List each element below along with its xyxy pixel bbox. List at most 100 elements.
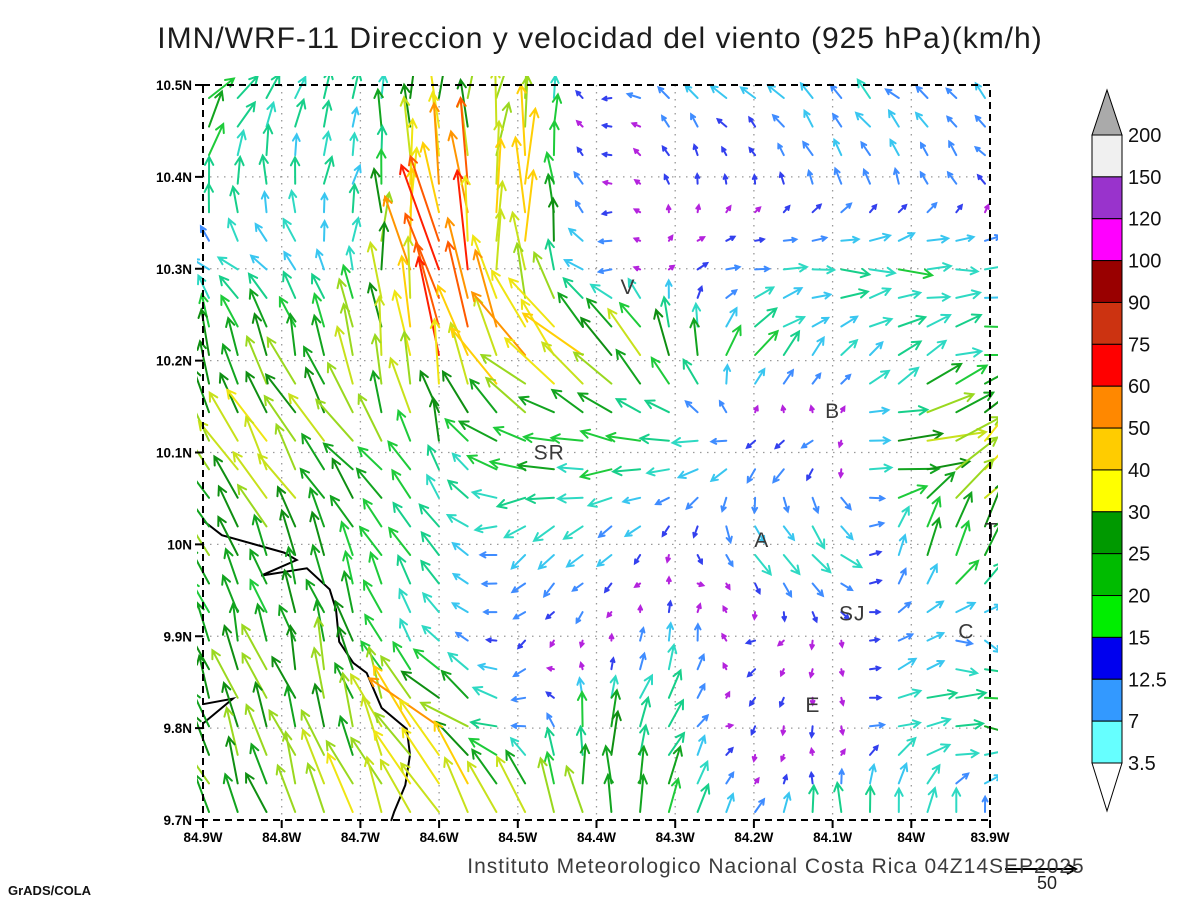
wind-arrow [403, 235, 414, 299]
wind-arrow [371, 332, 383, 385]
wind-arrow [926, 743, 952, 756]
wind-arrow [782, 773, 789, 785]
x-tick-label: 84.9W [183, 830, 222, 845]
y-tick-label: 10.1N [156, 446, 192, 461]
wind-arrow [368, 550, 383, 585]
wind-arrow [955, 772, 970, 785]
wind-arrow [725, 770, 735, 785]
wind-arrow [869, 287, 893, 299]
wind-arrow [725, 235, 737, 242]
wind-arrow [492, 426, 527, 442]
wind-arrow [236, 128, 247, 157]
wind-arrow [779, 668, 786, 678]
wind-arrow [839, 696, 845, 707]
wind-arrow [575, 119, 584, 128]
wind-arrow [275, 763, 297, 813]
wind-arrow [721, 632, 728, 642]
wind-arrow [220, 294, 239, 328]
wind-arrow [839, 725, 845, 737]
wind-arrow [282, 730, 297, 785]
wind-arrow [955, 601, 977, 614]
wind-arrow [614, 398, 642, 414]
wind-arrow [696, 236, 706, 242]
axes: 10.5N 10.4N 10.3N 10.2N 10.1N 10N 9.9N 9.8N 9.7N… [156, 78, 1010, 845]
wind-arrow [366, 240, 383, 299]
wind-arrow [364, 755, 383, 813]
wind-arrow [203, 154, 215, 185]
wind-arrow [926, 292, 952, 302]
wind-arrow [469, 718, 498, 729]
wind-arrow [955, 289, 983, 300]
wind-arrow [579, 428, 613, 442]
wind-arrow [322, 99, 333, 128]
wind-arrow [509, 210, 527, 271]
wind-arrow [600, 210, 613, 216]
wind-arrow [780, 404, 787, 414]
wind-arrow [868, 762, 877, 785]
wind-arrow [339, 671, 354, 728]
wind-arrow [467, 737, 498, 756]
wind-arrow [754, 776, 760, 785]
wind-arrow [470, 290, 527, 356]
wind-arrow [257, 453, 297, 499]
wind-arrow [369, 369, 383, 414]
colorbar-label: 25 [1128, 544, 1150, 566]
wind-arrow [339, 520, 354, 556]
wind-arrow [520, 298, 555, 356]
wind-arrow [537, 554, 555, 570]
wind-arrow [544, 238, 555, 271]
wind-arrow [550, 76, 560, 99]
wind-arrow [409, 76, 415, 99]
wind-arrow [665, 203, 672, 214]
wind-arrow [887, 108, 900, 128]
wind-arrow [236, 76, 259, 99]
wind-arrow [696, 682, 706, 699]
wind-arrow [254, 222, 268, 242]
wind-arrow [197, 774, 210, 813]
wind-arrow [441, 369, 469, 414]
wind-arrow [420, 559, 440, 585]
wind-arrow [223, 547, 239, 585]
wind-arrow [244, 703, 268, 756]
wind-arrow [221, 342, 239, 385]
wind-arrow [305, 761, 325, 813]
wind-arrow [596, 554, 613, 568]
wind-arrow [840, 288, 870, 299]
wind-arrow [440, 669, 469, 699]
wind-arrow [274, 422, 297, 471]
wind-arrow [748, 696, 757, 707]
wind-arrow [618, 301, 642, 328]
wind-arrow [263, 394, 297, 442]
wind-arrow [889, 138, 900, 157]
wind-arrow [575, 89, 584, 99]
colorbar-label: 20 [1128, 586, 1150, 608]
wind-arrow [454, 631, 469, 642]
colorbar-label: 100 [1128, 251, 1161, 273]
wind-arrow [216, 256, 239, 271]
x-tick-label: 84.8W [262, 830, 301, 845]
station-label-v: V [620, 276, 635, 299]
colorbar-label: 50 [1128, 418, 1150, 440]
wind-arrow [754, 797, 766, 813]
wind-arrow [725, 746, 734, 756]
wind-arrow [926, 631, 946, 642]
wind-arrow [862, 167, 871, 185]
wind-arrow [661, 144, 670, 157]
wind-arrow [268, 708, 297, 756]
wind-arrow [391, 468, 412, 499]
wind-arrow [222, 772, 239, 813]
wind-arrow [392, 501, 412, 528]
wind-arrow [974, 114, 986, 128]
wind-arrow [479, 353, 527, 385]
wind-arrow [667, 744, 683, 785]
wind-arrow [778, 171, 785, 185]
wind-arrow [897, 761, 909, 785]
wind-arrow [247, 272, 268, 299]
wind-arrow [802, 140, 814, 157]
wind-arrow [374, 294, 385, 356]
colorbar-label: 120 [1128, 209, 1161, 231]
wind-arrow [400, 329, 412, 385]
wind-arrow [632, 237, 642, 243]
wind-arrow [447, 651, 469, 671]
wind-arrow [544, 611, 555, 620]
